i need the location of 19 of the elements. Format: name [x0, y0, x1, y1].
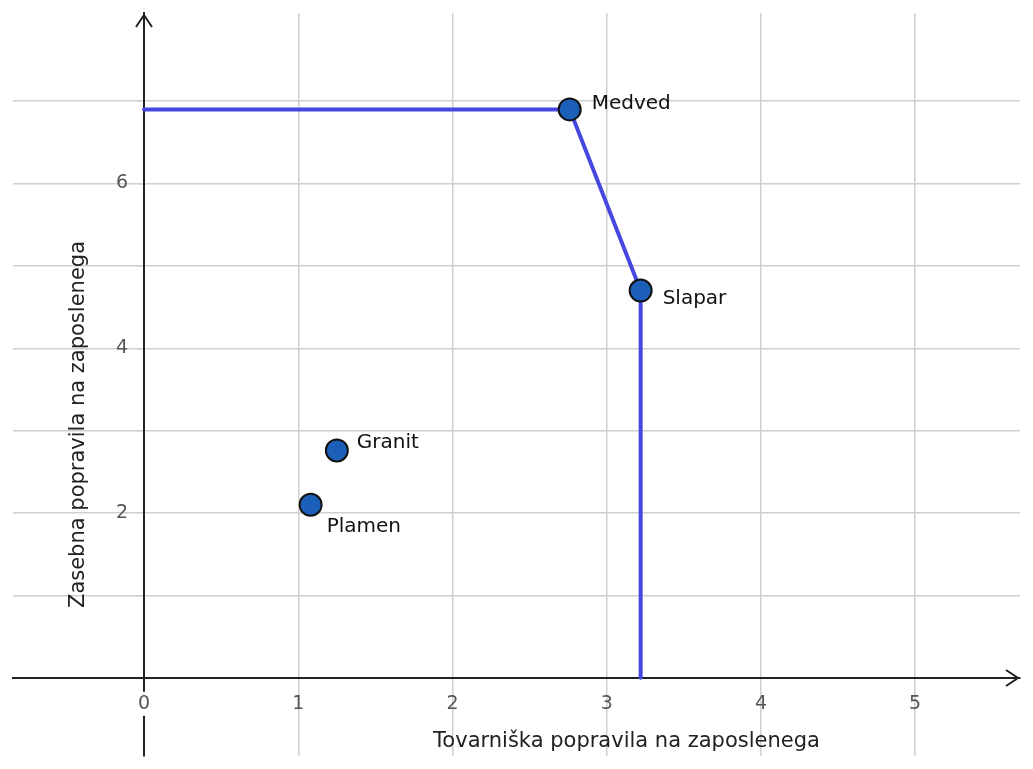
y-tick-label: 4: [115, 335, 129, 358]
annotation: Granit: [356, 428, 420, 453]
x-tick-label: 3: [600, 690, 613, 713]
x-tick-label: 0: [138, 690, 151, 713]
y-tick-label: 2: [115, 499, 129, 522]
x-tick-label: 2: [446, 690, 459, 713]
point: [557, 97, 582, 122]
annotation: Medved: [591, 89, 671, 114]
annotation: Slapar: [662, 284, 728, 309]
y-tick-label: 6: [115, 170, 129, 193]
point: [298, 492, 323, 517]
x-tick-label: 5: [909, 690, 922, 713]
annotation: Plamen: [326, 512, 401, 537]
y-axis-title: Zasebna popravila na zaposlenega: [64, 241, 89, 608]
x-tick-label: 1: [292, 690, 305, 713]
x-tick-label: 4: [754, 690, 767, 713]
point: [628, 278, 653, 303]
point: [324, 438, 349, 463]
x-axis-title: Tovarniška popravila na zaposlenega: [432, 728, 820, 753]
